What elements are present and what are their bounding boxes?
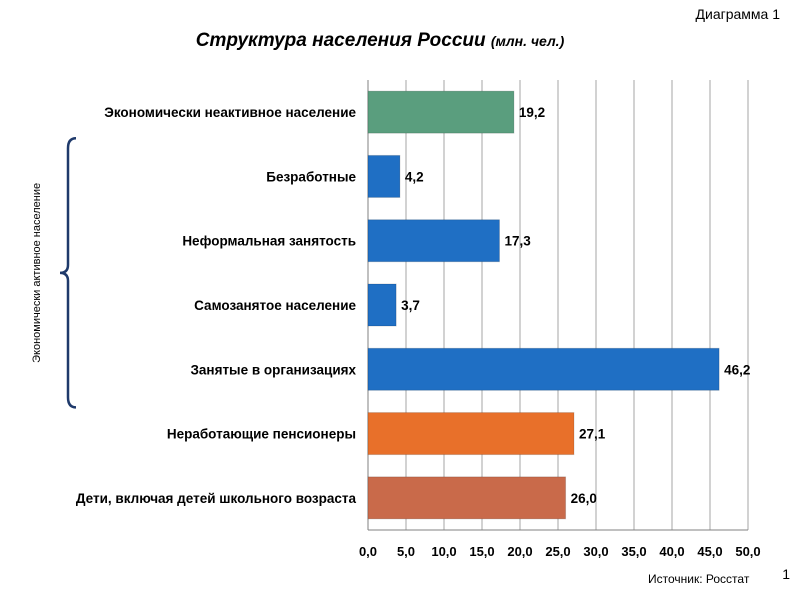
value-label: 3,7 <box>401 298 420 313</box>
value-label: 26,0 <box>571 491 597 506</box>
bracket-icon <box>59 137 77 409</box>
x-tick-label: 40,0 <box>659 544 684 559</box>
chart-title: Структура населения России (млн. чел.) <box>0 30 780 52</box>
grid-lines <box>367 80 749 531</box>
x-tick-label: 0,0 <box>359 544 377 559</box>
category-labels: Экономически неактивное население Безрабо… <box>76 105 357 506</box>
category-label: Экономически неактивное население <box>104 105 356 120</box>
value-label: 17,3 <box>504 234 531 249</box>
bracket-group: Экономически активное население <box>31 137 77 409</box>
source-label: Источник: Росстат <box>648 572 750 586</box>
bar <box>367 283 397 327</box>
category-label: Занятые в организациях <box>190 362 356 377</box>
category-label: Самозанятое население <box>194 298 356 313</box>
x-tick-label: 10,0 <box>431 544 456 559</box>
x-tick-label: 30,0 <box>583 544 608 559</box>
bar <box>367 412 575 456</box>
x-tick-label: 45,0 <box>697 544 722 559</box>
bar <box>367 347 720 391</box>
x-tick-label: 20,0 <box>507 544 532 559</box>
bar <box>367 154 401 198</box>
x-tick-label: 15,0 <box>469 544 494 559</box>
bar <box>367 90 515 134</box>
value-label: 4,2 <box>405 169 424 184</box>
x-tick-label: 25,0 <box>545 544 570 559</box>
value-label: 27,1 <box>579 427 606 442</box>
x-axis-ticks: 0,0 5,0 10,0 15,0 20,0 25,0 30,0 35,0 40,0 45,0 50… <box>359 544 761 559</box>
category-label: Безработные <box>266 169 356 184</box>
bracket-label: Экономически активное население <box>31 183 43 363</box>
chart-title-text: Структура населения России <box>195 30 486 51</box>
x-tick-label: 35,0 <box>621 544 646 559</box>
bar <box>367 476 567 520</box>
value-label: 46,2 <box>724 362 750 377</box>
x-tick-label: 5,0 <box>397 544 415 559</box>
category-label: Дети, включая детей школьного возраста <box>76 491 357 506</box>
value-labels: 19,2 4,2 17,3 3,7 46,2 27,1 26,0 <box>401 105 750 506</box>
chart-title-unit: (млн. чел.) <box>490 33 565 49</box>
bar <box>367 219 500 263</box>
bars-group <box>367 90 720 520</box>
value-label: 19,2 <box>519 105 545 120</box>
diagram-number-label: Диаграмма 1 <box>695 6 780 22</box>
category-label: Неработающие пенсионеры <box>167 427 356 442</box>
x-tick-label: 50,0 <box>735 544 760 559</box>
page-number: 1 <box>782 566 790 582</box>
category-label: Неформальная занятость <box>182 234 356 249</box>
